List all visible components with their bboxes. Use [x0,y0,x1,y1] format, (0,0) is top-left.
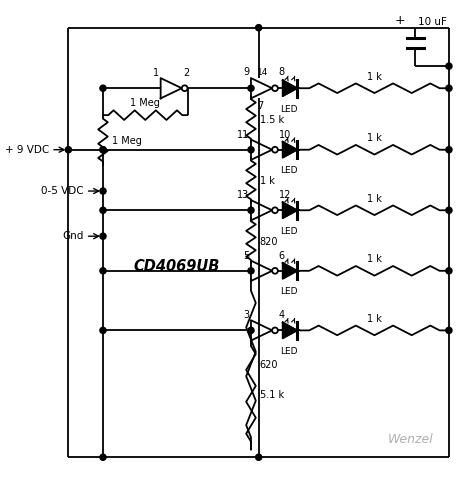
Text: LED: LED [280,287,298,296]
Text: 9: 9 [243,67,249,77]
Text: 1 k: 1 k [367,133,382,143]
Circle shape [272,148,278,153]
Text: LED: LED [280,226,298,235]
Circle shape [446,328,452,334]
Polygon shape [283,323,297,339]
Circle shape [446,268,452,274]
Text: 12: 12 [279,190,291,200]
Text: 820: 820 [260,236,278,246]
Text: +: + [395,14,406,27]
Circle shape [446,64,452,70]
Text: Wenzel: Wenzel [388,432,434,445]
Circle shape [446,86,452,92]
Circle shape [100,454,106,460]
Circle shape [272,328,278,333]
Text: 11: 11 [237,129,249,139]
Text: CD4069UB: CD4069UB [134,258,220,273]
Circle shape [248,268,254,274]
Text: 8: 8 [279,67,285,77]
Text: 2: 2 [184,68,190,78]
Circle shape [446,208,452,214]
Circle shape [272,268,278,274]
Polygon shape [283,263,297,279]
Circle shape [182,86,187,92]
Circle shape [248,328,254,334]
Circle shape [100,208,106,214]
Circle shape [100,234,106,240]
Text: 0-5 VDC: 0-5 VDC [41,186,84,196]
Circle shape [248,147,254,153]
Circle shape [100,268,106,274]
Text: 6: 6 [279,250,285,260]
Text: 10: 10 [279,129,291,139]
Text: 1.5 k: 1.5 k [260,115,284,125]
Circle shape [100,328,106,334]
Text: 7: 7 [257,101,263,111]
Polygon shape [283,81,297,97]
Text: 1: 1 [152,68,159,78]
Circle shape [100,86,106,92]
Circle shape [256,26,262,31]
Text: Gnd: Gnd [62,231,84,241]
Circle shape [446,147,452,153]
Circle shape [256,454,262,460]
Text: 1 Meg: 1 Meg [130,98,160,108]
Circle shape [100,189,106,195]
Polygon shape [283,142,297,158]
Text: LED: LED [280,166,298,175]
Text: LED: LED [280,346,298,355]
Text: 1 k: 1 k [367,313,382,323]
Text: 620: 620 [260,359,278,369]
Text: 1 k: 1 k [367,254,382,264]
Text: LED: LED [280,105,298,113]
Text: 13: 13 [237,190,249,200]
Text: 5: 5 [243,250,249,260]
Circle shape [248,208,254,214]
Text: 1 k: 1 k [260,176,275,186]
Text: + 9 VDC: + 9 VDC [5,144,49,154]
Circle shape [272,86,278,92]
Text: 3: 3 [243,310,249,320]
Circle shape [272,208,278,214]
Polygon shape [283,203,297,219]
Circle shape [248,86,254,92]
Circle shape [100,147,106,153]
Text: 1 k: 1 k [367,193,382,203]
Circle shape [65,147,71,153]
Text: 14: 14 [257,68,268,77]
Text: 1 k: 1 k [367,72,382,81]
Text: 5.1 k: 5.1 k [260,389,284,399]
Circle shape [100,147,106,153]
Text: 10 uF: 10 uF [418,17,447,27]
Text: 1 Meg: 1 Meg [112,136,142,146]
Text: 4: 4 [279,310,285,320]
